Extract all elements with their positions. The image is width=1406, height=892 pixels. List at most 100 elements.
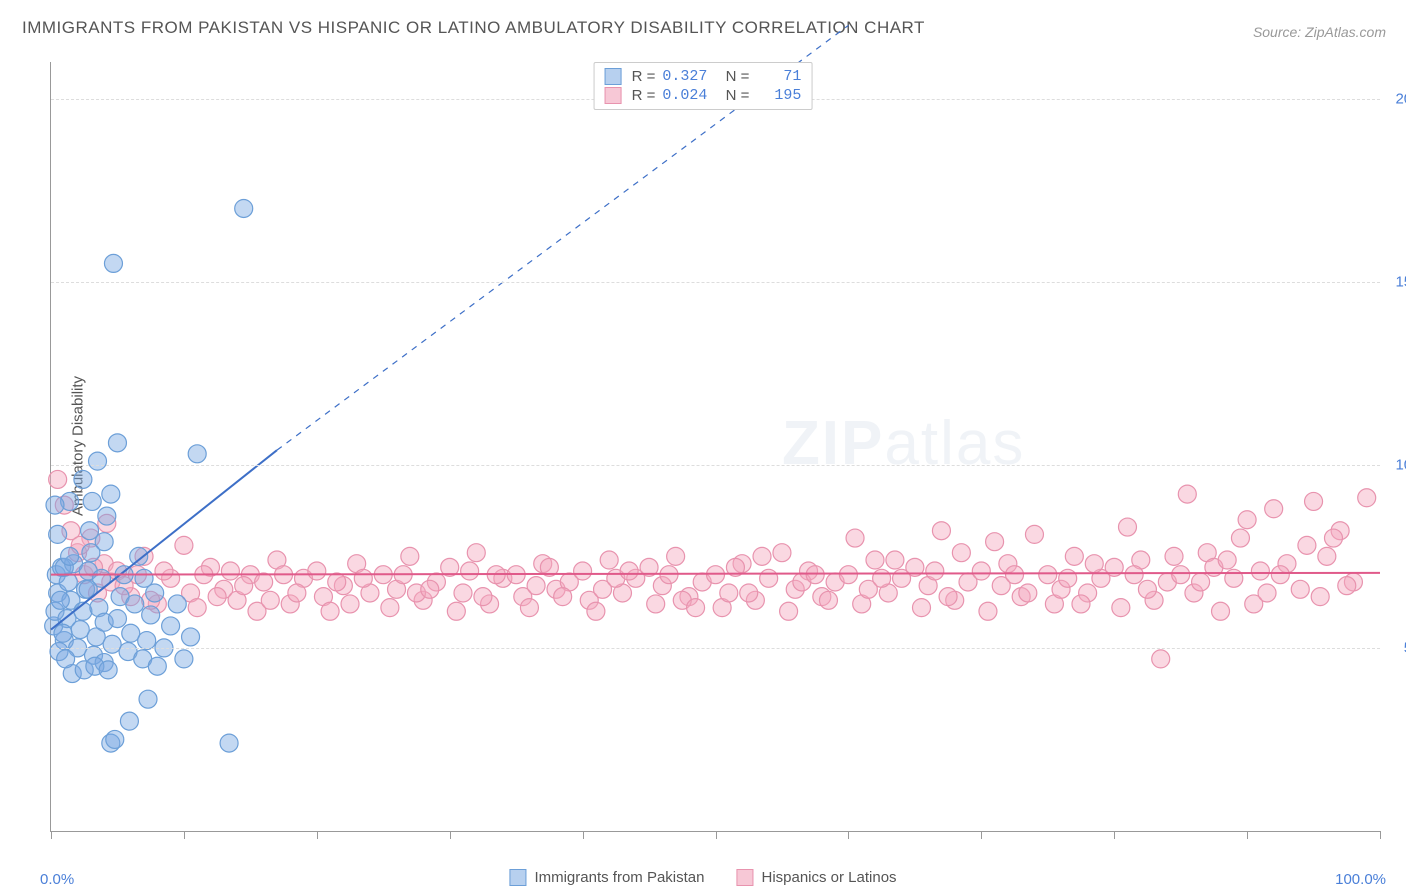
x-axis-max-label: 100.0% <box>1335 871 1386 888</box>
data-point <box>57 650 75 668</box>
data-point <box>554 588 572 606</box>
data-point <box>220 734 238 752</box>
correlation-legend: R =0.327 N =71R =0.024 N =195 <box>594 62 813 110</box>
data-point <box>188 599 206 617</box>
data-point <box>354 569 372 587</box>
legend-item: Hispanics or Latinos <box>736 869 896 886</box>
legend-swatch <box>736 869 753 886</box>
data-point <box>866 551 884 569</box>
data-point <box>89 452 107 470</box>
data-point <box>467 544 485 562</box>
data-point <box>753 547 771 565</box>
data-point <box>1212 602 1230 620</box>
data-point <box>421 580 439 598</box>
x-tick <box>716 831 717 839</box>
x-tick <box>184 831 185 839</box>
data-point <box>155 562 173 580</box>
data-point <box>1152 650 1170 668</box>
data-point <box>474 588 492 606</box>
data-point <box>328 573 346 591</box>
data-point <box>846 529 864 547</box>
data-point <box>600 551 618 569</box>
legend-r-value: 0.327 <box>661 68 707 85</box>
data-point <box>104 254 122 272</box>
data-point <box>1039 566 1057 584</box>
data-point <box>667 547 685 565</box>
data-point <box>1085 555 1103 573</box>
data-point <box>587 602 605 620</box>
data-point <box>54 624 72 642</box>
data-point <box>139 690 157 708</box>
data-point <box>221 562 239 580</box>
data-point <box>447 602 465 620</box>
data-point <box>527 577 545 595</box>
data-point <box>168 595 186 613</box>
legend-label: Hispanics or Latinos <box>761 869 896 886</box>
data-point <box>620 562 638 580</box>
data-point <box>952 544 970 562</box>
data-point <box>1065 547 1083 565</box>
data-point <box>1165 547 1183 565</box>
data-point <box>972 562 990 580</box>
data-point <box>1218 551 1236 569</box>
legend-row: R =0.024 N =195 <box>605 86 802 105</box>
data-point <box>1298 536 1316 554</box>
data-point <box>341 595 359 613</box>
data-point <box>99 661 117 679</box>
data-point <box>819 591 837 609</box>
legend-n-label: N = <box>717 87 749 104</box>
data-point <box>49 525 67 543</box>
data-point <box>454 584 472 602</box>
legend-r-label: R = <box>632 68 656 85</box>
data-point <box>74 470 92 488</box>
data-point <box>175 536 193 554</box>
data-point <box>138 632 156 650</box>
data-point <box>932 522 950 540</box>
data-point <box>1271 566 1289 584</box>
data-point <box>255 573 273 591</box>
data-point <box>235 199 253 217</box>
data-point <box>106 730 124 748</box>
data-point <box>148 657 166 675</box>
data-point <box>142 606 160 624</box>
x-tick <box>583 831 584 839</box>
x-tick <box>51 831 52 839</box>
y-tick-label: 20.0% <box>1395 90 1406 107</box>
data-point <box>1265 500 1283 518</box>
data-point <box>126 595 144 613</box>
data-point <box>261 591 279 609</box>
data-point <box>175 650 193 668</box>
y-tick-label: 10.0% <box>1395 456 1406 473</box>
data-point <box>1172 566 1190 584</box>
data-point <box>188 445 206 463</box>
data-point <box>720 584 738 602</box>
legend-r-value: 0.024 <box>661 87 707 104</box>
data-point <box>1006 566 1024 584</box>
x-tick <box>981 831 982 839</box>
legend-item: Immigrants from Pakistan <box>509 869 704 886</box>
data-point <box>83 492 101 510</box>
data-point <box>182 628 200 646</box>
legend-swatch <box>605 87 622 104</box>
data-point <box>61 547 79 565</box>
x-tick <box>848 831 849 839</box>
source-attribution: Source: ZipAtlas.com <box>1253 24 1386 40</box>
data-point <box>1178 485 1196 503</box>
data-point <box>120 712 138 730</box>
data-point <box>1291 580 1309 598</box>
data-point <box>687 599 705 617</box>
x-tick <box>1114 831 1115 839</box>
data-point <box>1019 584 1037 602</box>
data-point <box>1112 599 1130 617</box>
data-point <box>1025 525 1043 543</box>
y-tick-label: 15.0% <box>1395 273 1406 290</box>
data-point <box>986 533 1004 551</box>
data-point <box>1125 566 1143 584</box>
data-point <box>122 624 140 642</box>
legend-swatch <box>605 68 622 85</box>
x-tick <box>1380 831 1381 839</box>
data-point <box>235 577 253 595</box>
plot-area: ZIPatlas 5.0%10.0%15.0%20.0% <box>50 62 1380 832</box>
data-point <box>108 610 126 628</box>
gridline <box>51 465 1380 466</box>
